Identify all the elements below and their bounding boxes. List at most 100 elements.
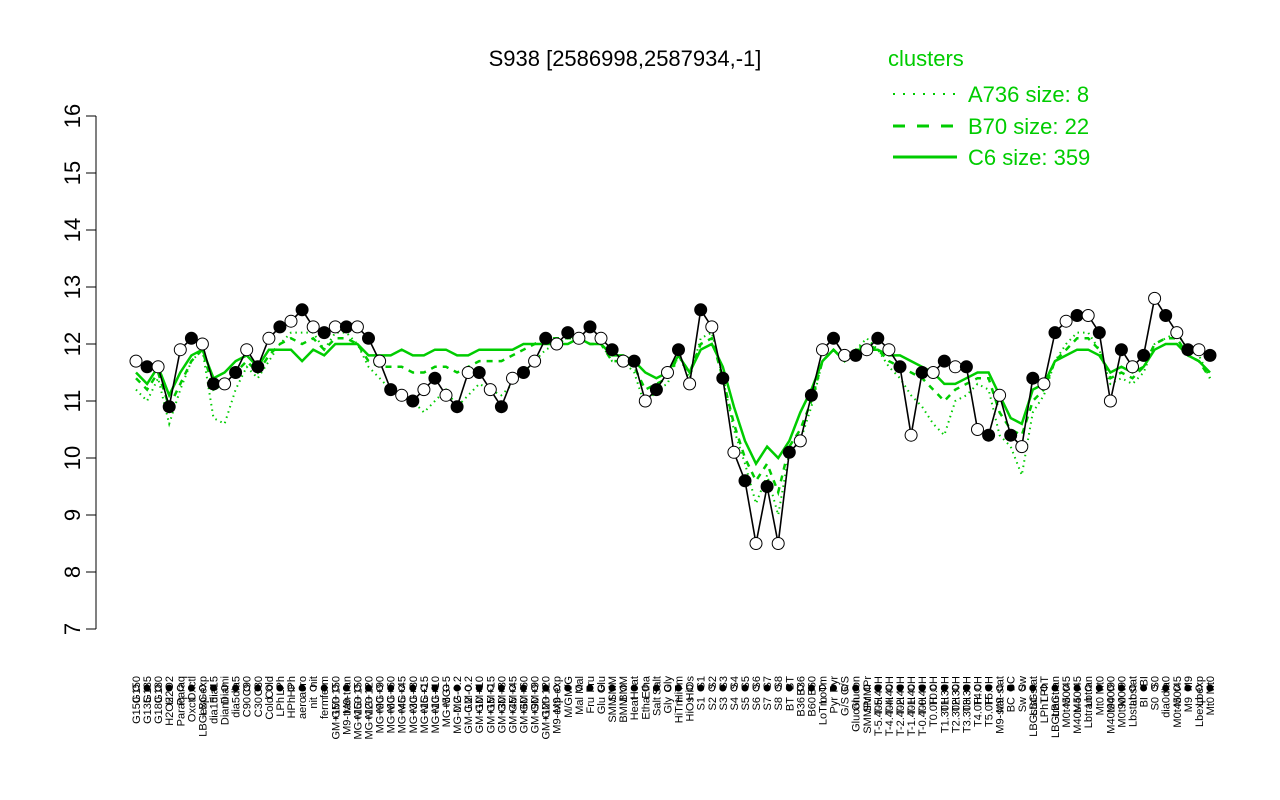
x-tick-label-bottom: GM+90	[530, 697, 542, 733]
x-marker	[841, 684, 849, 692]
x-tick-label: Pyr	[829, 676, 841, 693]
x-marker	[497, 684, 505, 692]
x-tick-label-bottom: M0t45	[1172, 697, 1184, 728]
x-tick-label-bottom: Heat	[629, 697, 641, 720]
x-marker	[287, 684, 295, 692]
x-tick-label: Lbexp	[1194, 676, 1206, 706]
x-tick-label-bottom: dia15	[209, 697, 221, 724]
x-tick-label: T4.0H	[973, 676, 985, 706]
x-marker	[796, 684, 804, 692]
x-marker	[1129, 684, 1136, 692]
data-point	[406, 394, 420, 408]
series-line-dotted	[135, 331, 1211, 516]
x-marker	[210, 684, 217, 692]
data-point	[517, 366, 530, 379]
x-tick-label-bottom: Mt0	[1094, 697, 1106, 715]
x-marker	[564, 684, 572, 692]
x-tick-label: Gly	[663, 676, 675, 693]
x-tick-label-bottom: M0t90	[1116, 697, 1128, 728]
x-tick-label-bottom: Lbtran	[1083, 697, 1095, 728]
x-tick-label: GM+30	[496, 676, 508, 712]
x-marker	[830, 684, 837, 692]
x-marker	[1073, 684, 1081, 692]
x-tick-label-bottom: GM+60	[519, 697, 531, 733]
data-point	[472, 366, 486, 379]
x-tick-label-bottom: LoTm	[818, 697, 830, 725]
x-marker	[1051, 684, 1059, 692]
data-point	[1114, 343, 1128, 357]
x-marker	[431, 684, 439, 692]
x-tick-label-bottom: S6	[751, 697, 763, 710]
x-marker	[276, 684, 284, 692]
x-marker	[1162, 684, 1170, 692]
data-point	[184, 331, 198, 345]
data-point	[727, 445, 741, 459]
data-point	[140, 360, 154, 374]
data-point	[284, 314, 298, 328]
x-marker	[1062, 684, 1070, 692]
data-point	[439, 388, 453, 402]
x-tick-label-bottom: HPh	[286, 697, 298, 718]
x-tick-label: Sw	[1017, 676, 1029, 691]
x-tick-label: MG-0.2	[452, 676, 464, 713]
x-marker	[309, 684, 317, 692]
x-marker	[243, 684, 251, 692]
x-tick-label: T-2.40H	[895, 676, 907, 715]
x-tick-label: LBGtran	[1050, 676, 1062, 717]
x-marker	[1140, 684, 1148, 692]
x-tick-label: LBGstat	[1028, 676, 1040, 716]
x-marker	[1173, 684, 1181, 692]
x-tick-label-bottom: S8	[773, 697, 785, 710]
data-point	[428, 371, 442, 385]
data-point	[173, 343, 187, 357]
x-marker	[475, 684, 483, 692]
x-tick-label: G150	[131, 676, 143, 703]
x-marker	[896, 684, 904, 692]
data-point	[218, 377, 232, 391]
data-point	[616, 354, 630, 368]
x-marker	[376, 684, 384, 692]
x-marker	[176, 684, 184, 692]
x-marker	[387, 684, 395, 692]
data-point	[339, 320, 353, 334]
x-marker	[962, 684, 970, 692]
data-point	[539, 331, 553, 345]
data-point	[694, 303, 708, 317]
data-point	[860, 343, 874, 357]
x-marker	[641, 684, 649, 692]
x-tick-label: HiOs	[685, 676, 697, 701]
x-marker	[320, 684, 328, 692]
x-marker	[741, 684, 749, 692]
x-marker	[1018, 684, 1026, 692]
data-point	[1159, 309, 1173, 322]
x-tick-label: GM+60	[519, 676, 531, 712]
data-point	[1037, 377, 1051, 391]
x-tick-label: SMM	[607, 676, 619, 702]
x-marker	[232, 684, 240, 692]
x-tick-label: nit	[308, 676, 320, 688]
data-point	[306, 320, 320, 334]
x-marker	[752, 684, 760, 692]
x-marker	[398, 684, 406, 692]
x-tick-label-bottom: GM+15	[485, 697, 497, 733]
x-tick-label: aero	[297, 676, 309, 698]
data-point	[993, 388, 1007, 402]
data-point	[1126, 360, 1139, 374]
data-point	[816, 343, 829, 357]
x-tick-label-bottom: T1.30H	[939, 697, 951, 733]
data-point	[1181, 343, 1195, 357]
x-tick-label: dia5	[231, 676, 243, 697]
x-tick-label-bottom: B60	[806, 697, 818, 717]
x-tick-label: BMM	[618, 676, 630, 702]
x-marker	[664, 684, 671, 692]
y-tick-label: 7	[60, 623, 85, 635]
x-tick-label: B36	[795, 676, 807, 696]
x-marker	[1151, 684, 1159, 692]
x-tick-label: BC	[1006, 676, 1018, 691]
legend-entry-1: B70 size: 22	[968, 114, 1089, 139]
data-point	[915, 366, 929, 379]
x-marker	[143, 684, 151, 692]
x-marker	[1117, 684, 1125, 692]
data-point	[273, 320, 287, 334]
y-tick-label: 13	[60, 275, 85, 299]
